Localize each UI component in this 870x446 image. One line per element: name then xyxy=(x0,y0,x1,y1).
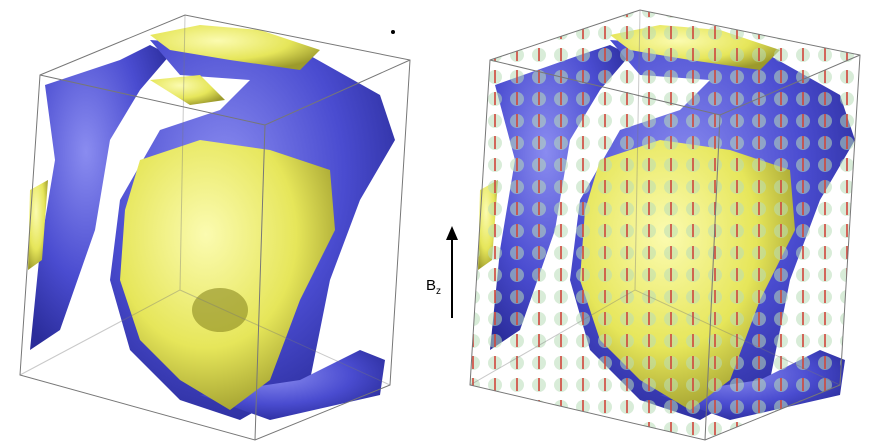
blue-surface xyxy=(30,45,170,350)
shadow xyxy=(192,288,248,332)
cube-edge xyxy=(469,9,861,441)
cube-edge xyxy=(19,14,411,441)
yellow-surface xyxy=(150,25,320,70)
yellow-surface xyxy=(120,140,335,410)
cube-edge xyxy=(489,54,861,441)
field-label-subscript: z xyxy=(436,286,441,297)
left-cube xyxy=(19,14,411,441)
field-label-base: B xyxy=(426,277,436,294)
yellow-surface xyxy=(28,180,48,270)
cube-edge xyxy=(39,59,411,441)
spin-arrows xyxy=(470,10,860,440)
arrow-head xyxy=(446,226,458,240)
field-label: Bz xyxy=(426,277,441,297)
right-cube xyxy=(469,9,861,441)
field-arrow: Bz xyxy=(426,226,458,318)
blue-surface xyxy=(200,350,385,420)
dot xyxy=(391,30,395,34)
yellow-surface xyxy=(150,75,225,105)
cube-edge xyxy=(19,14,391,386)
cube-edge xyxy=(469,9,841,386)
